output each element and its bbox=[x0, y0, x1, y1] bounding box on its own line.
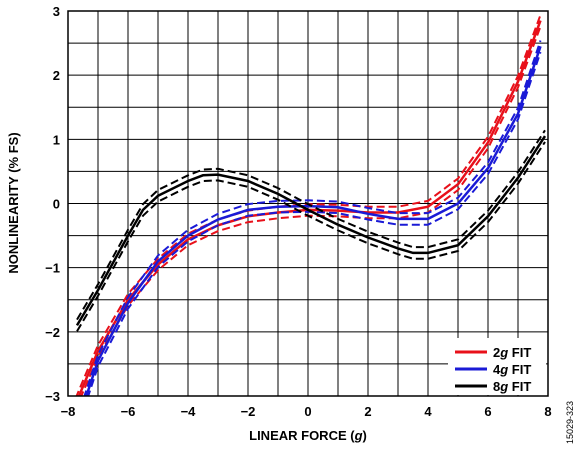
x-tick-label: −4 bbox=[181, 404, 197, 419]
grid bbox=[68, 11, 548, 396]
series-upper-band bbox=[83, 40, 542, 396]
series-layer bbox=[75, 14, 547, 396]
y-tick-label: −1 bbox=[45, 261, 60, 276]
series-lower-band bbox=[87, 51, 542, 396]
y-tick-labels: −3 −2 −1 0 1 2 3 bbox=[45, 4, 60, 404]
y-tick-label: 3 bbox=[53, 4, 60, 19]
x-tick-label: 4 bbox=[424, 404, 432, 419]
legend-label: 4g FIT bbox=[493, 362, 531, 377]
legend-label: 8g FIT bbox=[493, 379, 531, 394]
plot-frame bbox=[67, 10, 549, 397]
series-fit-line bbox=[85, 45, 542, 396]
series-upper-band bbox=[76, 129, 546, 321]
y-tick-label: −2 bbox=[45, 325, 60, 340]
legend-label: 2g FIT bbox=[493, 345, 531, 360]
x-tick-labels: −8 −6 −4 −2 0 2 4 6 8 bbox=[61, 404, 552, 419]
series-fit-line bbox=[75, 135, 547, 327]
figure-id: 15029-323 bbox=[565, 401, 575, 444]
series-lower-band bbox=[80, 26, 542, 396]
series-3 bbox=[75, 129, 547, 332]
series-2 bbox=[83, 40, 542, 396]
y-axis-title: NONLINEARITY (% FS) bbox=[6, 132, 21, 273]
y-tick-label: 2 bbox=[53, 68, 60, 83]
y-tick-label: −3 bbox=[45, 389, 60, 404]
x-tick-label: 0 bbox=[304, 404, 311, 419]
x-tick-label: −8 bbox=[61, 404, 76, 419]
x-tick-label: 2 bbox=[364, 404, 371, 419]
y-tick-label: 1 bbox=[53, 132, 60, 147]
y-tick-label: 0 bbox=[53, 197, 60, 212]
legend: 2g FIT 4g FIT 8g FIT bbox=[448, 338, 546, 395]
x-tick-label: −2 bbox=[241, 404, 256, 419]
x-tick-label: −6 bbox=[121, 404, 136, 419]
series-lower-band bbox=[76, 141, 546, 332]
x-axis-title: LINEAR FORCE (g) bbox=[249, 428, 367, 443]
x-tick-label: 6 bbox=[484, 404, 491, 419]
x-tick-label: 8 bbox=[544, 404, 551, 419]
